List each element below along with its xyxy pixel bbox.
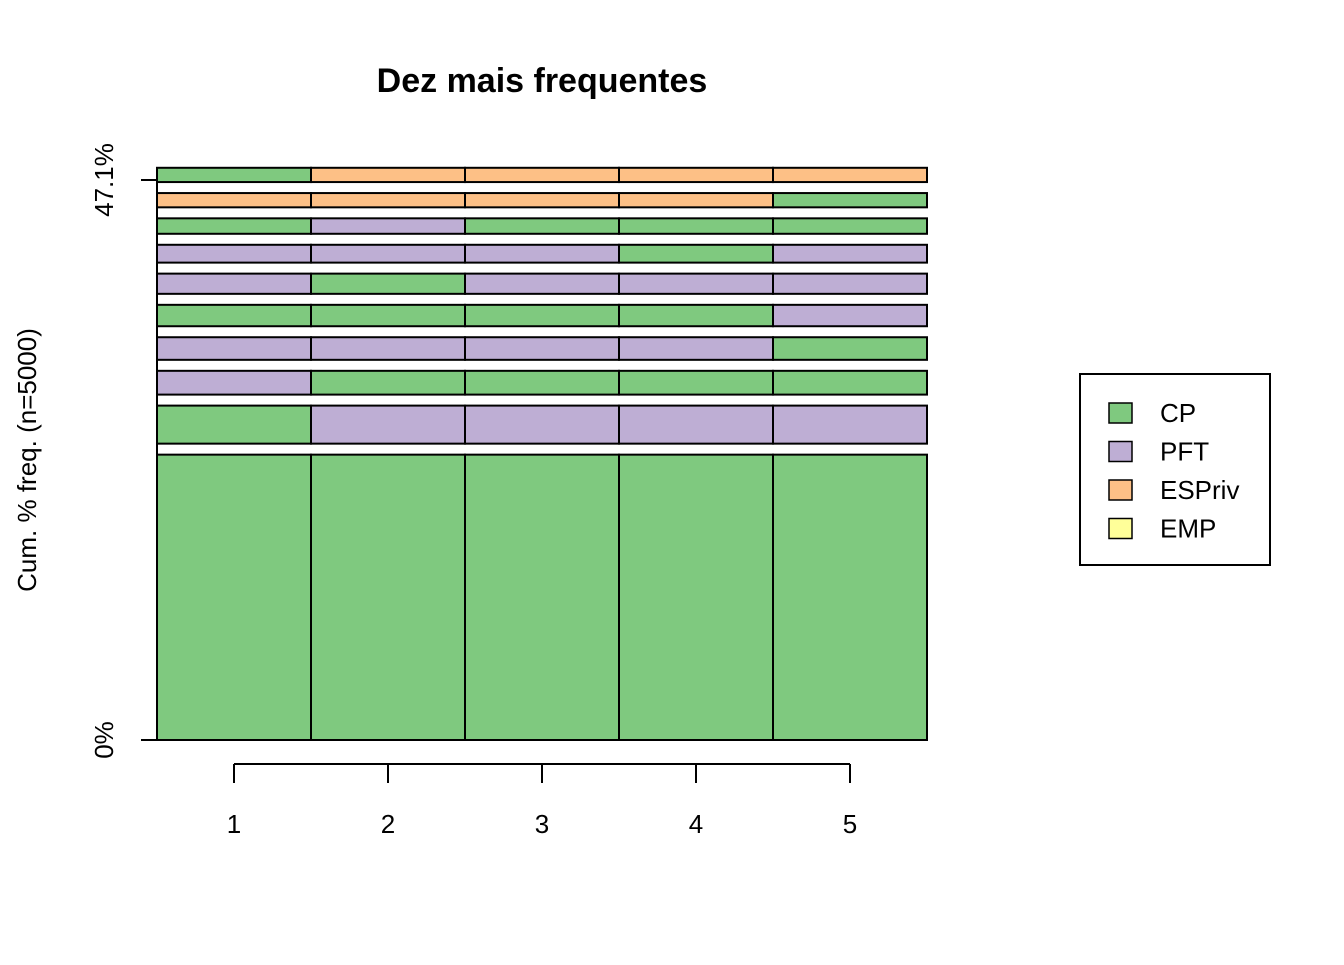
legend-swatch-pft [1108, 440, 1133, 463]
x-tick-label-4: 4 [689, 809, 703, 839]
sequence-4-cell-4 [618, 336, 774, 361]
sequence-1-cell-2 [310, 453, 466, 741]
x-tick-label-5: 5 [843, 809, 857, 839]
sequence-6-cell-5 [772, 272, 928, 295]
x-tick-label-3: 3 [535, 809, 549, 839]
sequence-7-cell-1 [156, 243, 312, 264]
sequence-9-cell-5 [772, 192, 928, 209]
sequence-8-cell-3 [464, 217, 620, 235]
sequence-row-5 [156, 303, 928, 328]
sequence-8-cell-2 [310, 217, 466, 235]
sequence-1-cell-1 [156, 453, 312, 741]
legend-swatch-emp [1108, 517, 1133, 540]
sequence-row-6 [156, 272, 928, 295]
y-axis-label: Cum. % freq. (n=5000) [12, 328, 42, 592]
sequence-3-cell-5 [772, 369, 928, 396]
x-tick-label-1: 1 [227, 809, 241, 839]
sequence-row-4 [156, 336, 928, 361]
sequence-row-10 [156, 166, 928, 184]
legend-label-emp: EMP [1160, 514, 1216, 544]
sequence-2-cell-5 [772, 404, 928, 445]
sequence-5-cell-1 [156, 303, 312, 328]
sequence-9-cell-4 [618, 192, 774, 209]
sequence-6-cell-4 [618, 272, 774, 295]
sequence-2-cell-4 [618, 404, 774, 445]
y-tick-label-1: 0% [89, 721, 119, 759]
y-axis: 0% 47.1% [89, 143, 158, 759]
sequence-2-cell-3 [464, 404, 620, 445]
sequence-row-3 [156, 369, 928, 396]
sequence-7-cell-4 [618, 243, 774, 264]
sequence-9-cell-3 [464, 192, 620, 209]
sequence-1-cell-4 [618, 453, 774, 741]
sequence-3-cell-3 [464, 369, 620, 396]
sequence-8-cell-1 [156, 217, 312, 235]
x-axis: 1 2 3 4 5 [227, 763, 857, 839]
sequence-6-cell-3 [464, 272, 620, 295]
sequence-6-cell-1 [156, 272, 312, 295]
chart-title: Dez mais frequentes [377, 62, 708, 100]
sequence-5-cell-4 [618, 303, 774, 328]
sequence-row-9 [156, 192, 928, 209]
sequence-5-cell-2 [310, 303, 466, 328]
sequence-10-cell-4 [618, 166, 774, 184]
sequence-bars [156, 166, 928, 741]
sequence-7-cell-2 [310, 243, 466, 264]
sequence-7-cell-3 [464, 243, 620, 264]
x-tick-label-2: 2 [381, 809, 395, 839]
sequence-2-cell-1 [156, 404, 312, 445]
legend: CP PFT ESPriv EMP [1079, 373, 1271, 566]
sequence-row-1 [156, 453, 928, 741]
sequence-1-cell-5 [772, 453, 928, 741]
sequence-5-cell-3 [464, 303, 620, 328]
sequence-row-7 [156, 243, 928, 264]
sequence-4-cell-2 [310, 336, 466, 361]
sequence-6-cell-2 [310, 272, 466, 295]
sequence-2-cell-2 [310, 404, 466, 445]
sequence-3-cell-2 [310, 369, 466, 396]
sequence-4-cell-3 [464, 336, 620, 361]
legend-swatch-cp [1108, 402, 1133, 424]
sequence-10-cell-1 [156, 166, 312, 184]
sequence-row-8 [156, 217, 928, 235]
sequence-10-cell-3 [464, 166, 620, 184]
y-tick-label-2: 47.1% [89, 143, 119, 217]
sequence-8-cell-4 [618, 217, 774, 235]
sequence-4-cell-5 [772, 336, 928, 361]
sequence-9-cell-1 [156, 192, 312, 209]
legend-label-espriv: ESPriv [1160, 475, 1239, 505]
sequence-8-cell-5 [772, 217, 928, 235]
sequence-row-2 [156, 404, 928, 445]
legend-swatch-espriv [1108, 479, 1133, 501]
legend-label-pft: PFT [1160, 437, 1209, 467]
sequence-10-cell-5 [772, 166, 928, 184]
legend-label-cp: CP [1160, 398, 1196, 428]
sequence-3-cell-4 [618, 369, 774, 396]
sequence-9-cell-2 [310, 192, 466, 209]
sequence-1-cell-3 [464, 453, 620, 741]
sequence-3-cell-1 [156, 369, 312, 396]
sequence-5-cell-5 [772, 303, 928, 328]
sequence-7-cell-5 [772, 243, 928, 264]
sequence-4-cell-1 [156, 336, 312, 361]
sequence-10-cell-2 [310, 166, 466, 184]
